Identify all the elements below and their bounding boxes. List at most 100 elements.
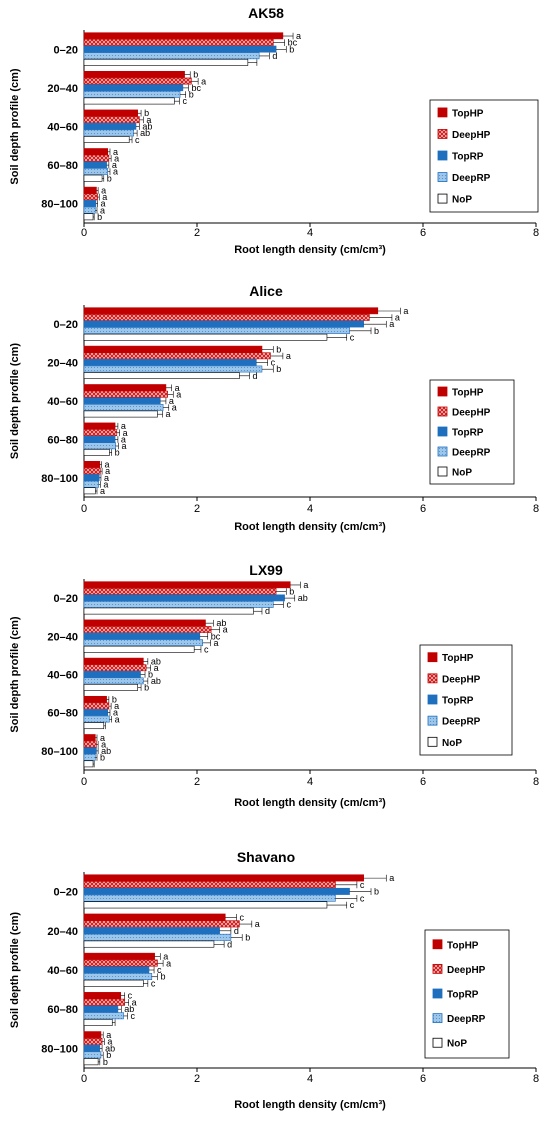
bar-deephp [83, 998, 125, 1006]
x-tick-label: 0 [81, 503, 87, 515]
bar-deeprp [83, 973, 153, 981]
legend-label: DeepRP [452, 448, 491, 459]
significance-letter: b [106, 1050, 111, 1060]
significance-letter: b [144, 108, 149, 118]
legend-swatch-tophp [437, 386, 448, 397]
significance-letter: a [105, 460, 110, 470]
significance-letter: a [146, 115, 151, 125]
significance-letter: ab [151, 656, 161, 666]
significance-letter: a [115, 714, 120, 724]
bar-deephp [83, 154, 110, 162]
significance-letter: b [289, 44, 294, 54]
significance-letter: a [121, 421, 126, 431]
bar-toprp [83, 397, 161, 405]
category-label: 40–60 [47, 965, 78, 977]
bar-deephp [83, 626, 212, 633]
significance-letter: c [204, 644, 209, 654]
bar-toprp [83, 632, 201, 640]
category-label: 20–40 [47, 83, 78, 95]
significance-letter: b [374, 887, 379, 897]
bar-deephp [83, 193, 98, 201]
bar-deephp [83, 39, 274, 46]
bar-nop [83, 684, 138, 691]
bar-deeprp [83, 52, 260, 60]
category-label: 0–20 [54, 44, 78, 56]
bar-deephp [83, 664, 147, 672]
category-label: 20–40 [47, 926, 78, 938]
significance-letter: a [389, 319, 394, 329]
significance-letter: a [303, 580, 308, 590]
significance-letter: a [100, 486, 105, 496]
x-axis-label: Root length density (cm/cm³) [234, 1099, 386, 1111]
bar-toprp [83, 927, 220, 935]
bar-toprp [83, 84, 184, 92]
bar-toprp [83, 594, 285, 602]
legend-swatch-tophp [427, 652, 438, 663]
bar-toprp [83, 670, 141, 678]
significance-letter: bc [288, 38, 298, 48]
significance-letter: b [289, 587, 294, 597]
bar-toprp [83, 474, 100, 482]
significance-letter: a [101, 185, 106, 195]
significance-letter: a [105, 466, 110, 476]
significance-letter: a [163, 952, 168, 962]
bar-tophp [83, 619, 206, 627]
significance-letter: ab [140, 128, 150, 138]
significance-letter: b [148, 670, 153, 680]
legend-swatch-tophp [432, 939, 443, 950]
legend-swatch-nop [427, 736, 438, 747]
bar-nop [83, 901, 328, 909]
bar-deeprp [83, 404, 164, 411]
bar-deephp [83, 920, 240, 928]
bar-deephp [83, 702, 110, 710]
significance-letter: b [189, 90, 194, 100]
bar-deeprp [83, 327, 350, 335]
significance-letter: d [253, 371, 258, 381]
bar-toprp [83, 966, 150, 974]
significance-letter: a [106, 1030, 111, 1040]
significance-letter: c [286, 600, 291, 610]
legend-label: NoP [447, 1039, 467, 1050]
significance-letter: a [132, 997, 137, 1007]
legend-label: DeepHP [452, 408, 491, 419]
significance-letter: b [112, 695, 117, 705]
significance-letter: c [157, 965, 162, 975]
bar-toprp [83, 709, 109, 716]
significance-letter: c [151, 978, 156, 988]
significance-letter: c [360, 880, 365, 890]
bar-deephp [83, 429, 118, 436]
legend-swatch-deeprp [427, 715, 438, 726]
bar-deeprp [83, 677, 144, 685]
chart-panel-3: Shavano Soil depth profile (cm) 0 2 4 6 8 Root … [9, 849, 539, 1111]
bar-tophp [83, 460, 101, 468]
legend-label: TopHP [442, 653, 474, 664]
legend-label: DeepRP [452, 173, 491, 184]
significance-letter: a [223, 625, 228, 635]
legend-label: NoP [442, 738, 462, 749]
category-label: 0–20 [54, 319, 78, 331]
category-label: 60–80 [47, 160, 78, 172]
significance-letter: ab [298, 593, 308, 603]
significance-letter: bc [211, 631, 221, 641]
bar-nop [83, 174, 103, 182]
significance-letter: c [360, 893, 365, 903]
bar-toprp [83, 122, 137, 130]
bar-toprp [83, 358, 257, 366]
x-tick-label: 2 [194, 503, 200, 515]
significance-letter: a [123, 428, 128, 438]
bar-deephp [83, 467, 101, 475]
category-label: 40–60 [47, 670, 78, 682]
y-axis-label: Soil depth profile (cm) [9, 68, 21, 184]
bar-deeprp [83, 1051, 102, 1059]
bar-tophp [83, 148, 109, 156]
x-tick-label: 8 [533, 1073, 539, 1085]
significance-letter: a [121, 441, 126, 451]
bar-deeprp [83, 480, 99, 488]
bar-toprp [83, 1044, 101, 1052]
bar-tophp [83, 695, 107, 703]
bar-deephp [83, 313, 370, 321]
legend-swatch-nop [437, 466, 448, 477]
legend-label: DeepHP [452, 130, 491, 141]
bar-deeprp [83, 894, 336, 902]
bar-tophp [83, 581, 291, 589]
